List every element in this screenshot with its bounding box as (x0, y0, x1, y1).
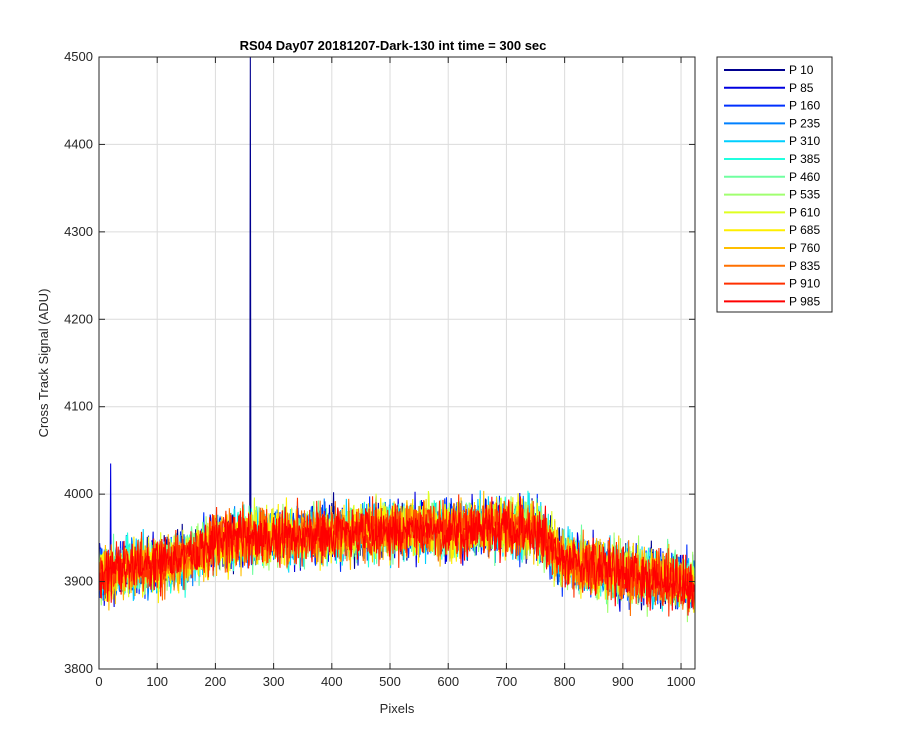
x-axis-label: Pixels (380, 701, 415, 716)
legend-entry-label: P 835 (789, 259, 820, 273)
legend-entry-label: P 10 (789, 63, 814, 77)
legend-entry-label: P 85 (789, 81, 814, 95)
y-tick-label: 4000 (64, 486, 93, 501)
legend-entry-label: P 385 (789, 152, 820, 166)
x-tick-label: 900 (612, 674, 634, 689)
legend-entry-label: P 535 (789, 188, 820, 202)
legend-entry-label: P 460 (789, 170, 820, 184)
chart-title: RS04 Day07 20181207-Dark-130 int time = … (240, 38, 547, 53)
x-tick-label: 700 (496, 674, 518, 689)
series-layer (99, 57, 695, 623)
legend-entry-label: P 610 (789, 205, 820, 219)
x-tick-label: 300 (263, 674, 285, 689)
legend-entry-label: P 985 (789, 294, 820, 308)
y-tick-label: 4100 (64, 399, 93, 414)
x-tick-label: 100 (146, 674, 168, 689)
x-tick-label: 500 (379, 674, 401, 689)
y-tick-label: 3800 (64, 661, 93, 676)
legend-entry-label: P 910 (789, 277, 820, 291)
legend-entry-label: P 760 (789, 241, 820, 255)
legend-entry-label: P 685 (789, 223, 820, 237)
legend-entry-label: P 310 (789, 134, 820, 148)
x-tick-label: 800 (554, 674, 576, 689)
plot-frame (98, 56, 696, 670)
y-tick-label: 4500 (64, 49, 93, 64)
x-tick-label: 400 (321, 674, 343, 689)
y-tick-label: 4400 (64, 136, 93, 151)
x-tick-label: 0 (95, 674, 102, 689)
x-tick-label: 200 (205, 674, 227, 689)
y-tick-label: 4300 (64, 224, 93, 239)
legend-entry-label: P 235 (789, 116, 820, 130)
legend-box (716, 56, 833, 313)
legend: P 10 P 85 P 160 P 235 P 310 P 385 P 460 P 535 P … (716, 56, 833, 313)
legend-entry-label: P 160 (789, 99, 820, 113)
y-tick-label: 3900 (64, 574, 93, 589)
y-tick-label: 4200 (64, 311, 93, 326)
axis-ticks: 0 100 200 300 400 500 600 700 800 900 1000 3800 3900… (64, 49, 695, 689)
series-line-p-985 (99, 496, 695, 616)
y-axis-label: Cross Track Signal (ADU) (36, 289, 51, 438)
x-tick-label: 1000 (667, 674, 696, 689)
x-tick-label: 600 (437, 674, 459, 689)
